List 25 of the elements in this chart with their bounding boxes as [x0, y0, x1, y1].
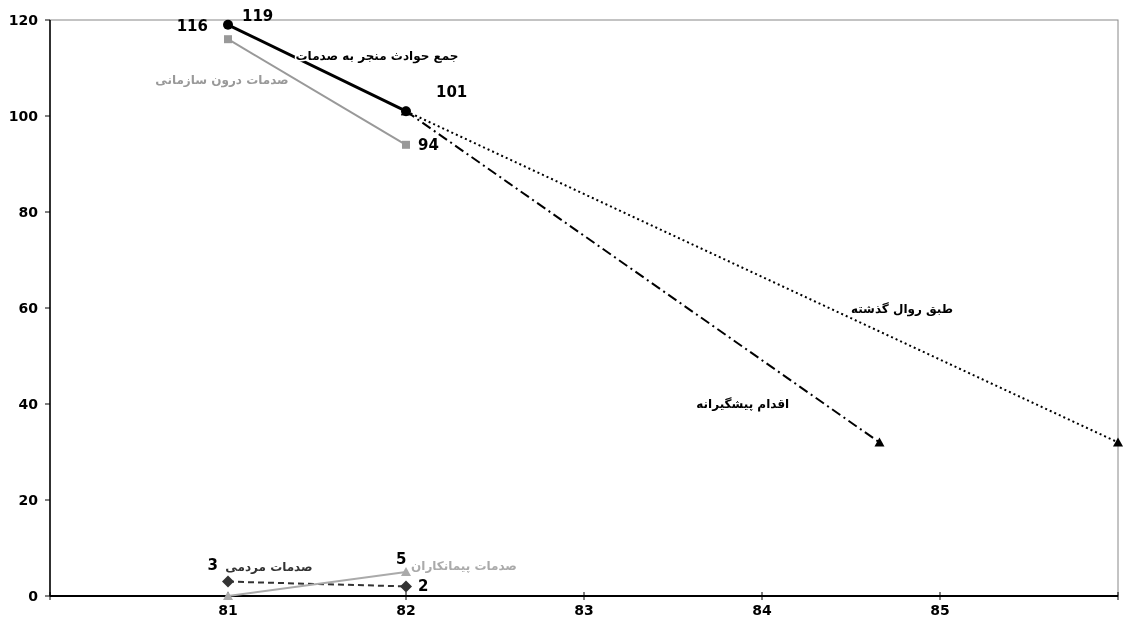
series-label: طبق روال گذشته	[850, 301, 954, 317]
data-label: 116	[176, 17, 208, 36]
x-tick-label: 83	[574, 602, 594, 618]
series-label: صدمات مردمی	[225, 560, 313, 574]
y-tick-label: 20	[18, 492, 39, 508]
x-tick-label: 82	[396, 602, 416, 618]
y-tick-label: 100	[8, 108, 39, 124]
data-label: 119	[242, 6, 274, 25]
data-label: 101	[436, 83, 468, 102]
y-tick-label: 40	[18, 396, 39, 412]
series-label: صدمات پیمانکاران	[411, 559, 517, 573]
data-label: 5	[396, 550, 407, 568]
x-tick-label: 84	[752, 602, 772, 618]
data-label: 94	[418, 135, 439, 154]
data-label: 3	[207, 555, 218, 574]
data-label: 2	[418, 577, 429, 596]
y-tick-label: 120	[8, 12, 39, 28]
x-tick-label: 81	[218, 602, 238, 618]
series-label: جمع حوادث منجر به صدمات	[295, 49, 459, 64]
y-tick-label: 80	[18, 204, 39, 220]
y-tick-label: 0	[28, 588, 39, 604]
series-label: صدمات درون سازمانی	[155, 73, 289, 88]
series-label: اقدام پیشگیرانه	[696, 396, 790, 412]
y-tick-label: 60	[18, 300, 39, 316]
x-tick-label: 85	[930, 602, 950, 618]
